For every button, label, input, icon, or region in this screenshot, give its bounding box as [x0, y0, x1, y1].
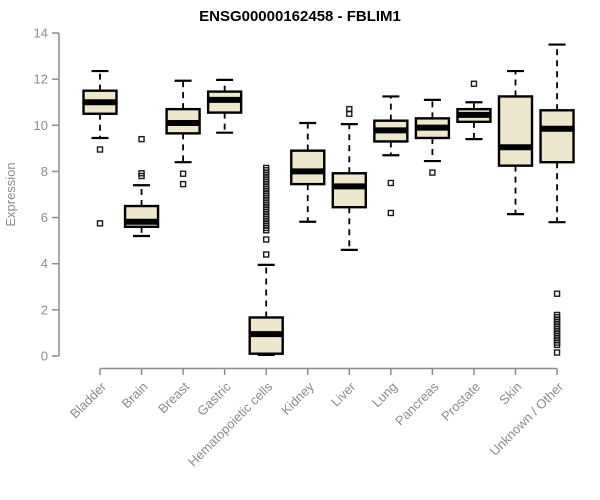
outlier-point: [263, 236, 270, 243]
box-group-bladder: [82, 69, 118, 227]
outlier-point: [387, 209, 395, 217]
y-tick-label: 8: [41, 164, 48, 179]
outlier-point: [263, 251, 270, 258]
outlier-point: [470, 80, 478, 87]
y-axis-title: Expression: [3, 162, 18, 226]
outlier-point: [96, 220, 104, 227]
box-group-brain: [123, 135, 160, 238]
outlier-point: [387, 179, 395, 187]
box-group-unknown-other: [539, 43, 575, 356]
outlier-point: [138, 172, 145, 180]
y-tick-label: 2: [41, 302, 48, 317]
box-group-liver: [331, 105, 367, 251]
box-group-hematopoietic-cells: [248, 164, 284, 356]
y-tick-label: 6: [41, 210, 48, 225]
y-tick-label: 12: [34, 72, 48, 87]
outlier-point: [179, 180, 187, 188]
iqr-box: [539, 109, 575, 164]
outlier-point: [346, 110, 353, 117]
outlier-point: [179, 170, 187, 177]
iqr-box: [331, 172, 367, 209]
outlier-point: [553, 349, 561, 356]
outlier-point: [263, 227, 270, 234]
outlier-point: [553, 341, 561, 349]
iqr-box: [290, 149, 326, 186]
iqr-box: [497, 95, 534, 167]
y-tick-label: 14: [34, 26, 48, 41]
box-group-kidney: [290, 121, 326, 223]
outlier-point: [553, 290, 561, 297]
box-group-lung: [373, 95, 409, 217]
box-group-prostate: [456, 80, 492, 141]
box-group-skin: [497, 69, 534, 216]
box-group-pancreas: [414, 98, 451, 176]
chart-title: ENSG00000162458 - FBLIM1: [199, 8, 401, 25]
outlier-point: [138, 135, 145, 143]
box-group-gastric: [206, 78, 243, 134]
y-tick-label: 10: [34, 118, 48, 133]
y-tick-label: 0: [41, 349, 48, 364]
outlier-point: [429, 169, 436, 176]
box-group-breast: [165, 79, 201, 188]
y-tick-label: 4: [41, 256, 48, 271]
outlier-point: [96, 146, 104, 153]
